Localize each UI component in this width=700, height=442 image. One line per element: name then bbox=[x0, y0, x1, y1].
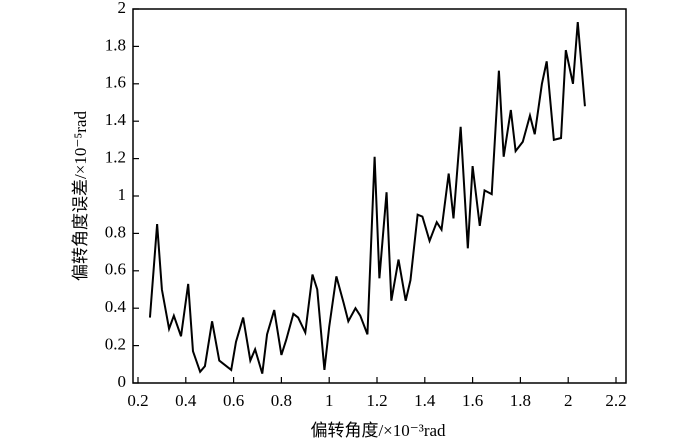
plot-frame bbox=[132, 8, 627, 384]
y-axis-label: 偏转角度误差/×10⁻⁵rad bbox=[71, 111, 90, 281]
x-tick-label: 0.2 bbox=[127, 391, 148, 410]
x-tick-label: 1.4 bbox=[414, 391, 436, 410]
y-tick-label: 1 bbox=[118, 185, 127, 204]
y-tick-label: 2 bbox=[118, 0, 127, 17]
y-tick-label: 0 bbox=[118, 372, 127, 391]
x-tick-label: 0.6 bbox=[223, 391, 244, 410]
y-tick-label: 0.6 bbox=[105, 260, 126, 279]
x-tick-label: 1.6 bbox=[462, 391, 483, 410]
x-tick-label: 0.4 bbox=[175, 391, 197, 410]
x-tick-label: 1 bbox=[325, 391, 334, 410]
y-tick-label: 1.8 bbox=[105, 35, 126, 54]
y-tick-label: 0.4 bbox=[105, 297, 127, 316]
x-tick-label: 2 bbox=[564, 391, 573, 410]
x-axis-label: 偏转角度/×10⁻³rad bbox=[310, 421, 446, 440]
data-line bbox=[148, 22, 586, 374]
x-tick-label: 2.2 bbox=[605, 391, 626, 410]
y-tick-label: 0.2 bbox=[105, 335, 126, 354]
y-tick-label: 1.6 bbox=[105, 73, 126, 92]
y-tick-label: 1.2 bbox=[105, 148, 126, 167]
y-tick-label: 1.4 bbox=[105, 110, 127, 129]
x-tick-label: 0.8 bbox=[271, 391, 292, 410]
y-tick-label: 0.8 bbox=[105, 222, 126, 241]
x-tick-label: 1.8 bbox=[510, 391, 531, 410]
x-tick-label: 1.2 bbox=[366, 391, 387, 410]
